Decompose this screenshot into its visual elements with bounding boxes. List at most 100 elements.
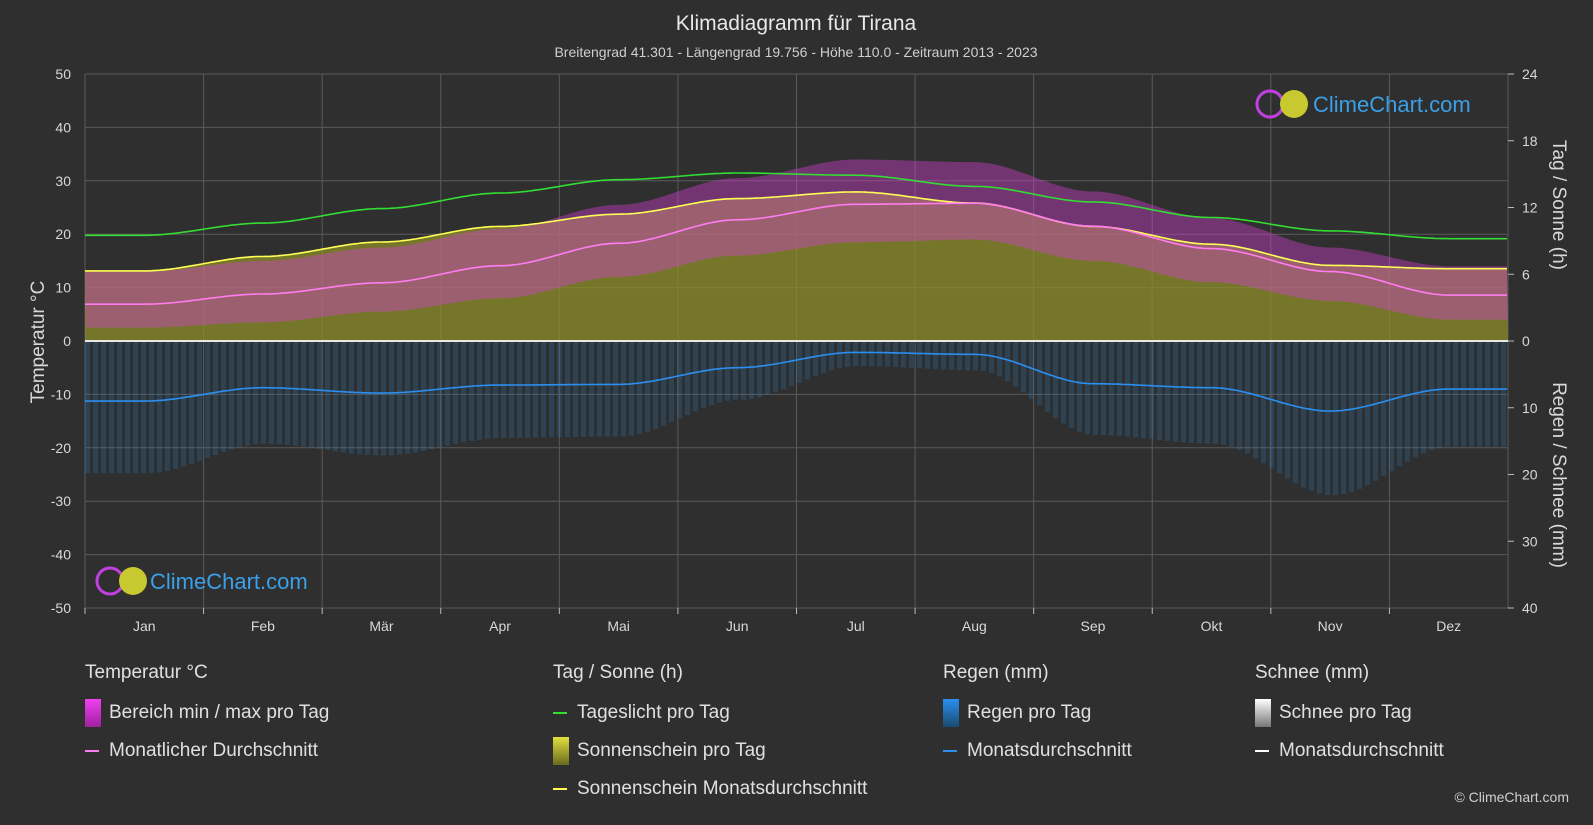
rain-bar bbox=[669, 341, 674, 423]
rain-bar bbox=[1397, 341, 1402, 467]
y-left-tick-label: 40 bbox=[55, 119, 71, 135]
rain-bar bbox=[85, 341, 90, 474]
legend-item-temp-avg: Monatlicher Durchschnitt bbox=[85, 732, 329, 770]
temp-range-swatch bbox=[85, 699, 101, 727]
rain-bar bbox=[157, 341, 162, 473]
y-left-tick-label: 20 bbox=[55, 226, 71, 242]
rain-bar bbox=[205, 341, 210, 458]
rain-bar bbox=[749, 341, 754, 399]
y-right-bottom-tick-label: 30 bbox=[1522, 533, 1538, 549]
rain-bar bbox=[1341, 341, 1346, 495]
rain-avg-swatch bbox=[943, 750, 957, 752]
rain-bar bbox=[1037, 341, 1042, 406]
y-right-bottom-axis-title: Regen / Schnee (mm) bbox=[1548, 382, 1569, 568]
rain-bar bbox=[237, 341, 242, 448]
rain-bar bbox=[1125, 341, 1130, 437]
rain-bar bbox=[389, 341, 394, 456]
rain-bar bbox=[1157, 341, 1162, 440]
rain-bar bbox=[253, 341, 258, 445]
rain-bar bbox=[1013, 341, 1018, 387]
y-left-tick-label: -40 bbox=[51, 547, 71, 563]
rain-bar bbox=[1109, 341, 1114, 436]
rain-avg-line bbox=[85, 351, 1507, 412]
temperature-avg-line bbox=[85, 202, 1507, 305]
rain-bar bbox=[1421, 341, 1426, 454]
rain-bar bbox=[525, 341, 530, 438]
rain-bar bbox=[285, 341, 290, 445]
x-tick-label: Jun bbox=[726, 618, 749, 634]
rain-bar bbox=[557, 341, 562, 438]
brand-logo-top: ClimeChart.com bbox=[1255, 89, 1471, 119]
rain-bar bbox=[725, 341, 730, 401]
legend-rain: Regen (mm) Regen pro Tag Monatsdurchschn… bbox=[943, 662, 1132, 770]
temp-avg-swatch bbox=[85, 750, 99, 752]
rain-bar bbox=[949, 341, 954, 370]
rain-bar bbox=[429, 341, 434, 450]
rain-bar bbox=[149, 341, 154, 474]
rain-bar bbox=[1309, 341, 1314, 491]
rain-bar bbox=[661, 341, 666, 426]
rain-bar bbox=[1373, 341, 1378, 481]
rain-bar bbox=[93, 341, 98, 474]
rain-bar bbox=[621, 341, 626, 437]
rain-bar bbox=[645, 341, 650, 432]
y-left-axis-title: Temperatur °C bbox=[28, 281, 49, 404]
rain-bar bbox=[373, 341, 378, 456]
legend-label: Monatlicher Durchschnitt bbox=[109, 740, 319, 761]
y-left-tick-label: 0 bbox=[63, 333, 71, 349]
sunshine-swatch bbox=[553, 737, 569, 765]
snow-swatch bbox=[1255, 699, 1271, 727]
rain-bar bbox=[1349, 341, 1354, 492]
legend-label: Sonnenschein pro Tag bbox=[577, 740, 766, 761]
rain-bar bbox=[1413, 341, 1418, 458]
rain-bar bbox=[1405, 341, 1410, 462]
rain-bar bbox=[717, 341, 722, 403]
rain-bar bbox=[133, 341, 138, 474]
rain-bar bbox=[325, 341, 330, 451]
rain-bar bbox=[549, 341, 554, 438]
sunshine-avg-swatch bbox=[553, 788, 567, 790]
rain-bar bbox=[1317, 341, 1322, 494]
rain-bar bbox=[1069, 341, 1074, 429]
logo-sun-icon bbox=[1280, 90, 1308, 118]
y-left-tick-label: 10 bbox=[55, 280, 71, 296]
series-lines bbox=[85, 172, 1508, 412]
rain-bar bbox=[1381, 341, 1386, 477]
x-tick-label: Mär bbox=[369, 618, 393, 634]
rain-bar bbox=[1325, 341, 1330, 495]
rain-bar bbox=[637, 341, 642, 435]
rain-bar bbox=[405, 341, 410, 454]
rain-bar bbox=[189, 341, 194, 464]
rain-bar bbox=[1045, 341, 1050, 412]
legend-label: Regen pro Tag bbox=[967, 702, 1092, 723]
rain-bar bbox=[805, 341, 810, 380]
brand-name-bottom: ClimeChart.com bbox=[150, 569, 308, 594]
x-tick-label: Okt bbox=[1201, 618, 1223, 634]
rain-bar bbox=[1501, 341, 1506, 447]
rain-bar bbox=[1285, 341, 1290, 479]
rain-bar bbox=[461, 341, 466, 443]
rain-bar bbox=[397, 341, 402, 455]
rain-bar bbox=[437, 341, 442, 448]
legend-item-rain-per-day: Regen pro Tag bbox=[943, 694, 1132, 732]
rain-bar bbox=[365, 341, 370, 455]
rain-bar bbox=[1117, 341, 1122, 436]
rain-bar bbox=[381, 341, 386, 456]
legend-label: Monatsdurchschnitt bbox=[967, 740, 1132, 761]
rain-bar bbox=[485, 341, 490, 439]
rain-bar bbox=[333, 341, 338, 452]
rain-bar bbox=[837, 341, 842, 369]
rain-bar bbox=[1005, 341, 1010, 382]
rain-bar bbox=[1053, 341, 1058, 418]
rain-bar bbox=[213, 341, 218, 456]
rain-bar bbox=[117, 341, 122, 474]
rain-bar bbox=[1453, 341, 1458, 447]
rain-bar bbox=[301, 341, 306, 447]
rain-bar bbox=[357, 341, 362, 455]
x-tick-label: Feb bbox=[251, 618, 275, 634]
rain-bar bbox=[853, 341, 858, 367]
rain-bar bbox=[445, 341, 450, 446]
rain-bar bbox=[1277, 341, 1282, 474]
sunshine-area bbox=[85, 191, 1508, 341]
legend-label: Bereich min / max pro Tag bbox=[109, 702, 330, 723]
